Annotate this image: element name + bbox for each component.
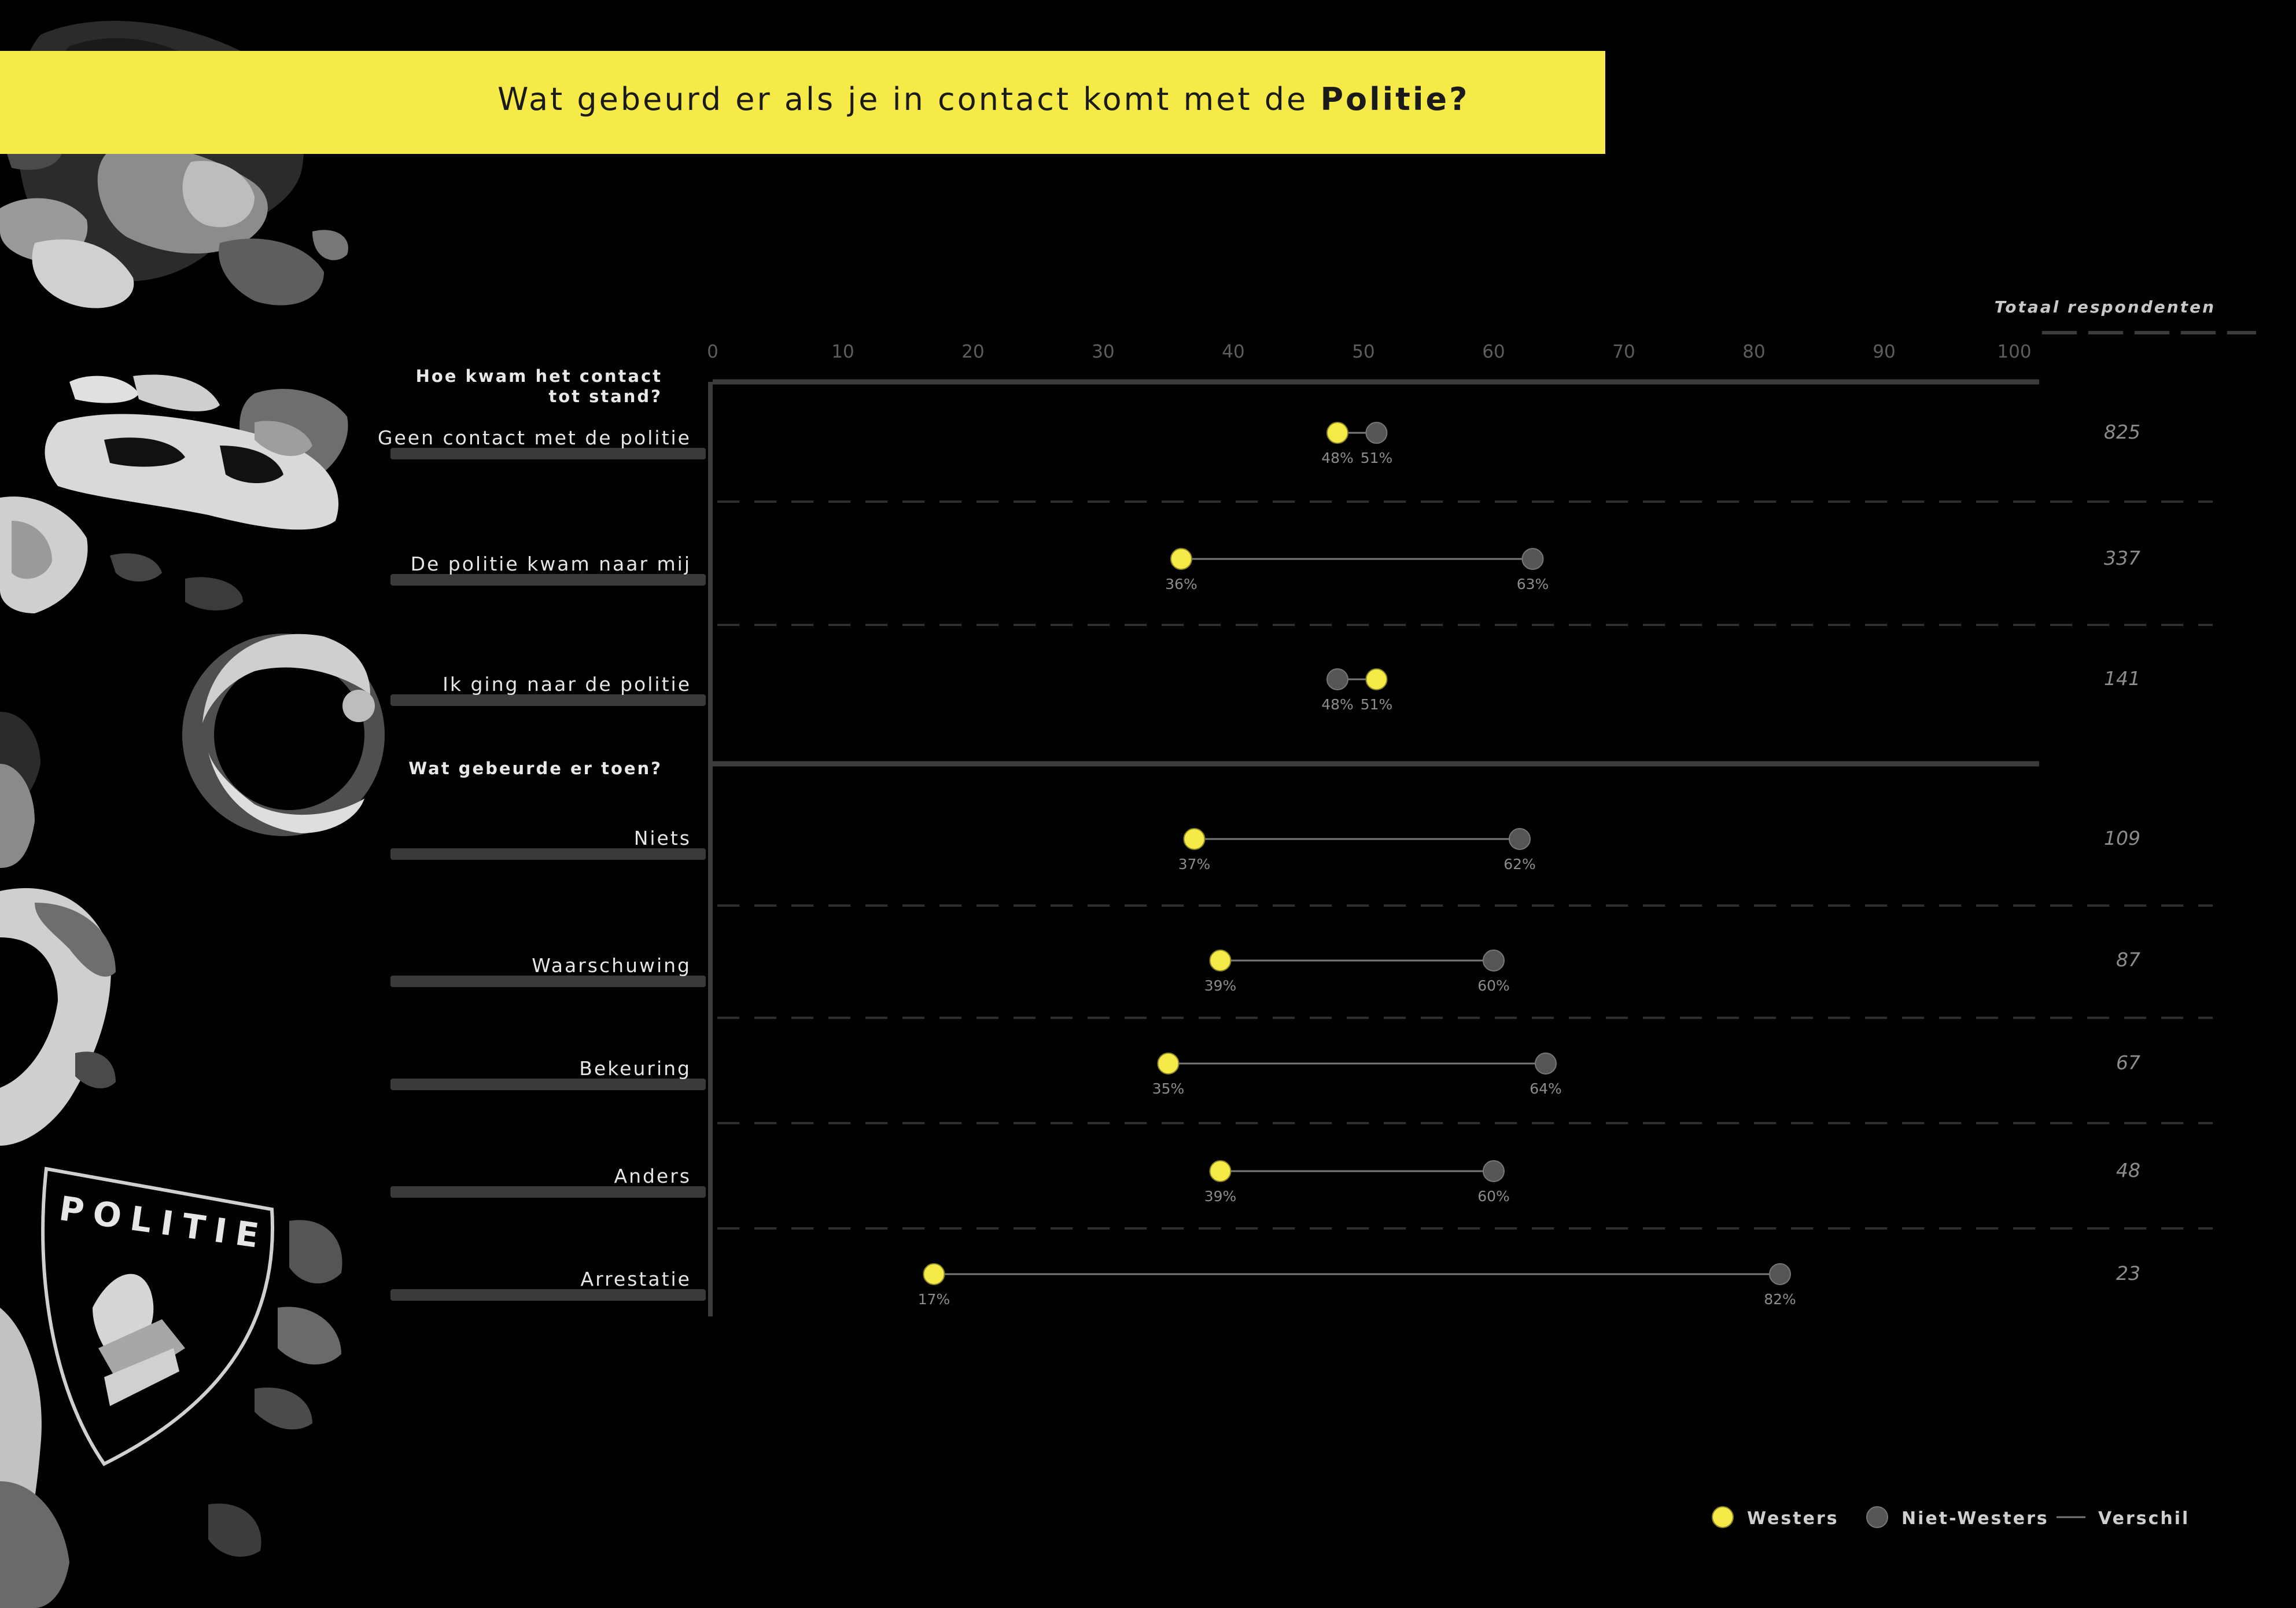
row-label-0-0: Geen contact met de politie: [378, 426, 691, 449]
x-tick-label-100: 100: [1997, 341, 2031, 362]
westers-point-1-1: [1209, 950, 1232, 972]
westers-value-label-0-0: 48%: [1321, 450, 1354, 466]
niet-westers-value-label-1-0: 62%: [1503, 856, 1536, 873]
x-tick-label-20: 20: [961, 341, 984, 362]
page-title: Wat gebeurd er als je in contact komt me…: [497, 81, 1469, 117]
row-label-0-1: De politie kwam naar mij: [411, 553, 691, 575]
x-tick-label-90: 90: [1873, 341, 1895, 362]
row-label-1-1: Waarschuwing: [532, 954, 691, 977]
row-label-bar-1-4: [390, 1289, 706, 1301]
niet-westers-value-label-1-3: 60%: [1477, 1188, 1510, 1205]
total-value-1-0: 109: [2104, 827, 2140, 849]
niet-westers-point-0-2: [1326, 668, 1348, 690]
row-label-bar-1-0: [390, 848, 706, 860]
total-value-1-3: 48: [2116, 1159, 2140, 1182]
westers-point-1-2: [1157, 1053, 1180, 1075]
row-label-bar-0-2: [390, 694, 706, 706]
westers-value-label-1-1: 39%: [1204, 977, 1237, 994]
westers-point-0-0: [1326, 422, 1348, 444]
handcuffs-illustration: [0, 634, 385, 1146]
row-label-bar-1-2: [390, 1079, 706, 1090]
row-label-1-3: Anders: [614, 1165, 692, 1187]
row-label-bar-0-0: [390, 448, 706, 459]
westers-value-label-0-2: 51%: [1361, 696, 1393, 713]
x-tick-label-10: 10: [831, 341, 854, 362]
westers-value-label-1-3: 39%: [1204, 1188, 1237, 1205]
legend-westers-swatch: [1712, 1506, 1734, 1528]
westers-value-label-1-4: 17%: [918, 1291, 950, 1308]
total-value-1-4: 23: [2116, 1262, 2140, 1285]
total-header: Totaal respondenten: [1995, 297, 2216, 317]
niet-westers-value-label-0-1: 63%: [1517, 576, 1549, 593]
group-heading-0-line-0: Hoe kwam het contact: [416, 366, 662, 386]
total-value-0-0: 825: [2104, 421, 2140, 443]
row-label-bar-1-3: [390, 1186, 706, 1198]
row-label-bar-0-1: [390, 574, 706, 586]
total-value-0-2: 141: [2104, 667, 2140, 690]
row-label-1-0: Niets: [634, 827, 691, 849]
westers-point-0-2: [1365, 668, 1388, 690]
niet-westers-point-1-1: [1483, 950, 1505, 972]
total-value-0-1: 337: [2104, 547, 2140, 569]
row-label-0-2: Ik ging naar de politie: [443, 673, 691, 696]
niet-westers-point-0-1: [1521, 548, 1544, 570]
niet-westers-value-label-0-0: 51%: [1361, 450, 1393, 466]
niet-westers-point-0-0: [1365, 422, 1388, 444]
row-label-1-4: Arrestatie: [581, 1268, 691, 1290]
row-label-1-2: Bekeuring: [579, 1057, 691, 1080]
title-prefix: Wat gebeurd er als je in contact komt me…: [497, 81, 1321, 117]
total-value-1-2: 67: [2116, 1051, 2140, 1074]
niet-westers-point-1-2: [1535, 1053, 1557, 1075]
x-tick-label-0: 0: [707, 341, 718, 362]
legend-westers-label: Westers: [1747, 1508, 1839, 1529]
niet-westers-point-1-0: [1509, 828, 1531, 850]
x-tick-label-60: 60: [1482, 341, 1505, 362]
title-highlight: Politie: [1320, 81, 1450, 117]
title-bar: [0, 51, 1605, 154]
x-tick-label-50: 50: [1352, 341, 1374, 362]
x-tick-label-70: 70: [1612, 341, 1635, 362]
legend-verschil-label: Verschil: [2098, 1508, 2190, 1529]
x-tick-label-40: 40: [1222, 341, 1244, 362]
group-heading-0-line-1: tot stand?: [548, 387, 662, 406]
westers-point-1-4: [923, 1263, 945, 1285]
westers-value-label-1-2: 35%: [1152, 1080, 1185, 1097]
niet-westers-point-1-4: [1769, 1263, 1791, 1285]
row-label-bar-1-1: [390, 976, 706, 987]
badge-illustration: [0, 374, 348, 613]
title-suffix: ?: [1449, 81, 1470, 117]
westers-point-1-3: [1209, 1160, 1232, 1182]
niet-westers-value-label-1-2: 64%: [1530, 1080, 1562, 1097]
group-heading-1-line-0: Wat gebeurde er toen?: [408, 759, 662, 778]
niet-westers-value-label-1-4: 82%: [1764, 1291, 1796, 1308]
westers-value-label-0-1: 36%: [1165, 576, 1197, 593]
westers-value-label-1-0: 37%: [1178, 856, 1211, 873]
niet-westers-value-label-0-2: 48%: [1321, 696, 1354, 713]
x-tick-label-30: 30: [1092, 341, 1114, 362]
total-value-1-1: 87: [2116, 948, 2140, 971]
niet-westers-value-label-1-1: 60%: [1477, 977, 1510, 994]
niet-westers-point-1-3: [1483, 1160, 1505, 1182]
legend-niet-westers-label: Niet-Westers: [1901, 1508, 2049, 1529]
legend-niet-westers-swatch: [1866, 1506, 1888, 1528]
westers-point-1-0: [1183, 828, 1206, 850]
westers-point-0-1: [1170, 548, 1192, 570]
x-tick-label-80: 80: [1742, 341, 1765, 362]
